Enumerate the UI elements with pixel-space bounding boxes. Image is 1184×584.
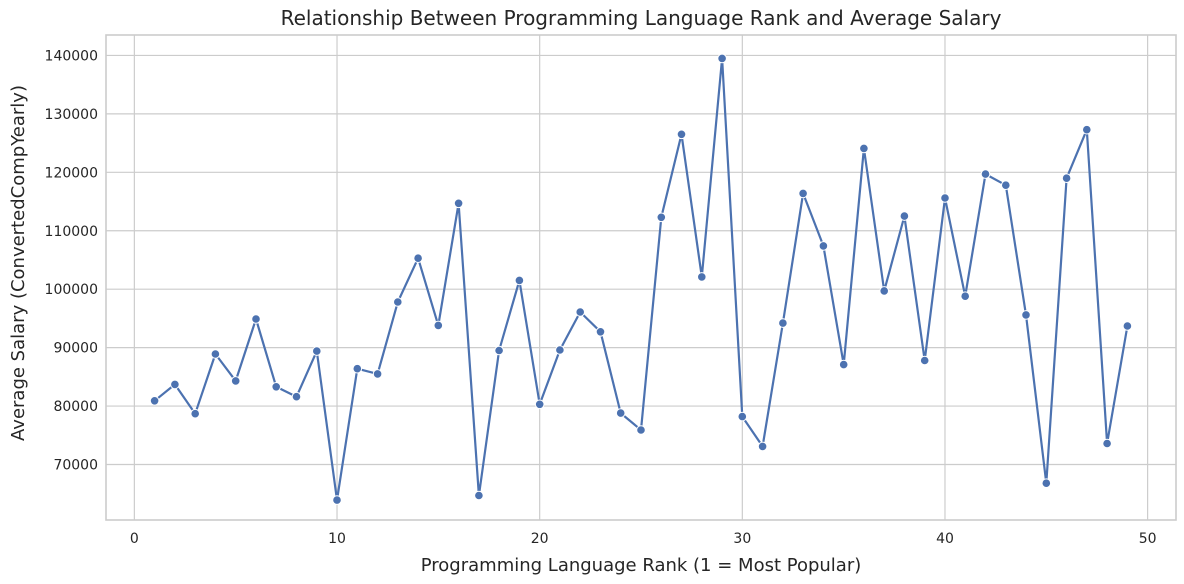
data-point: [251, 314, 261, 324]
chart-title: Relationship Between Programming Languag…: [281, 6, 1002, 30]
data-point: [980, 169, 991, 179]
data-point: [1102, 438, 1112, 449]
x-tick-labels: 0 10 20 30 40 50: [130, 531, 1157, 547]
data-point: [838, 359, 849, 370]
y-tick-label: 70000: [53, 457, 98, 473]
y-tick-labels: 70000 80000 90000 100000 110000 120000 130000 1…: [45, 48, 98, 473]
data-point: [413, 253, 423, 264]
data-point: [210, 349, 221, 359]
y-axis-label: Average Salary (ConvertedCompYearly): [8, 85, 29, 441]
y-tick-label: 140000: [45, 48, 98, 64]
data-point: [149, 396, 160, 406]
data-point: [1021, 310, 1031, 320]
salary-series-points: [149, 53, 1133, 505]
data-point: [859, 143, 869, 154]
y-tick-label: 90000: [53, 341, 98, 357]
x-tick-label: 20: [531, 531, 549, 547]
y-tick-label: 100000: [45, 282, 98, 298]
data-point: [656, 212, 667, 223]
y-gridlines: [106, 54, 1176, 466]
data-point: [697, 272, 707, 282]
data-point: [879, 286, 890, 296]
data-point: [514, 275, 525, 286]
data-point: [352, 363, 363, 374]
data-point: [1001, 180, 1011, 190]
data-point: [312, 346, 322, 356]
data-point: [595, 327, 606, 337]
data-point: [170, 379, 180, 390]
data-point: [230, 376, 241, 386]
data-point: [474, 490, 484, 501]
data-point: [778, 318, 788, 328]
data-point: [575, 307, 586, 317]
data-point: [555, 345, 565, 355]
data-point: [940, 193, 950, 203]
data-point: [494, 345, 504, 356]
data-point: [1041, 478, 1052, 489]
data-point: [737, 411, 748, 422]
x-tick-label: 50: [1139, 531, 1157, 547]
data-point: [372, 369, 383, 379]
data-point: [615, 408, 626, 418]
data-point: [636, 425, 646, 435]
y-tick-label: 110000: [45, 224, 98, 240]
data-point: [676, 129, 687, 140]
x-tick-label: 40: [936, 531, 954, 547]
data-point: [717, 53, 727, 64]
data-point: [393, 297, 403, 307]
data-point: [960, 291, 971, 302]
data-point: [1122, 321, 1133, 331]
data-point: [1082, 124, 1092, 135]
y-tick-label: 80000: [53, 399, 98, 415]
data-point: [453, 198, 464, 209]
data-point: [1061, 173, 1072, 183]
data-point: [534, 399, 545, 410]
data-point: [433, 320, 444, 331]
y-tick-label: 130000: [45, 107, 98, 123]
data-point: [899, 211, 910, 221]
x-tick-label: 30: [733, 531, 751, 547]
data-point: [919, 355, 930, 366]
x-axis-label: Programming Language Rank (1 = Most Popu…: [421, 555, 862, 576]
plot-frame: [105, 34, 1177, 521]
data-point: [271, 382, 282, 392]
y-tick-label: 120000: [45, 165, 98, 181]
data-point: [818, 241, 829, 251]
data-point: [757, 441, 768, 452]
data-point: [798, 188, 808, 199]
data-point: [190, 408, 200, 419]
x-tick-label: 0: [130, 531, 139, 547]
x-gridlines: [133, 35, 1149, 520]
data-point: [332, 495, 342, 505]
data-point: [291, 391, 302, 402]
x-tick-label: 10: [328, 531, 346, 547]
